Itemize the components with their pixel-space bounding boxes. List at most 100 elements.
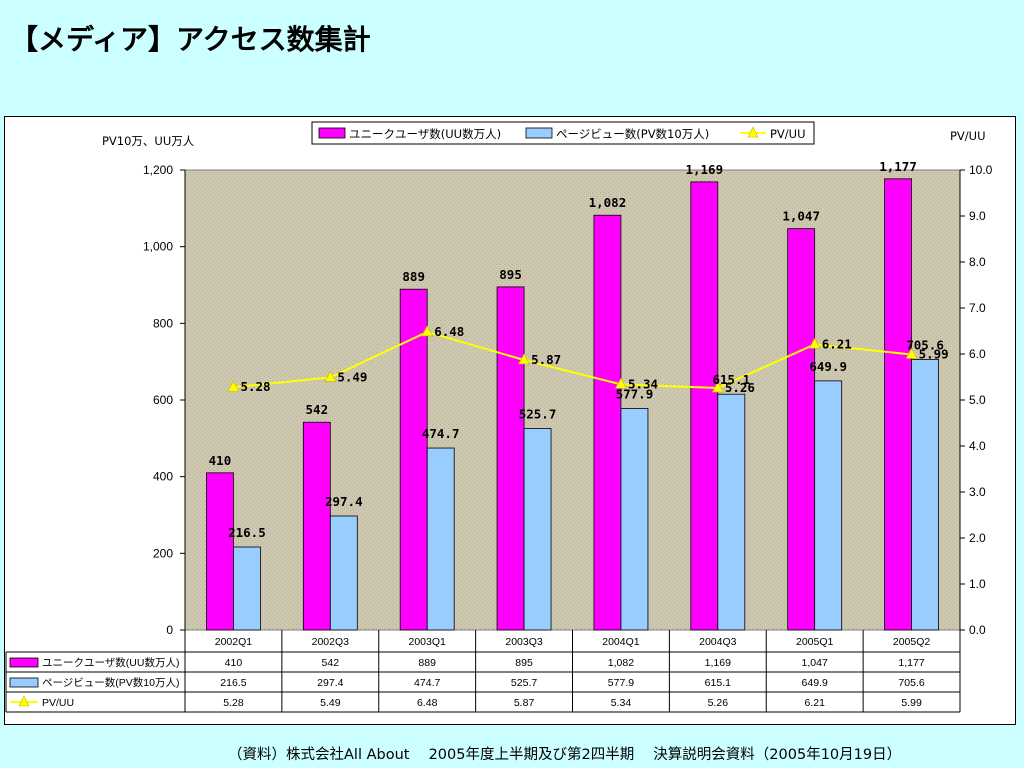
y-left-tick-label: 1,200 xyxy=(143,163,173,177)
x-tick-label: 2004Q3 xyxy=(699,636,737,648)
y-left-tick-label: 1,000 xyxy=(143,240,173,254)
bar-pv-label: 474.7 xyxy=(422,426,460,441)
plot-area xyxy=(184,169,961,631)
table-cell: 615.1 xyxy=(705,677,731,689)
legend-label-uu: ユニークユーザ数(UU数万人) xyxy=(349,127,501,141)
bar-uu-label: 1,047 xyxy=(782,209,820,224)
x-tick-label: 2002Q1 xyxy=(215,636,253,648)
point-pv-uu-label: 5.87 xyxy=(531,352,561,367)
bar-uu-label: 889 xyxy=(402,269,425,284)
y-right-tick-label: 9.0 xyxy=(969,209,986,223)
bar-pv-label: 525.7 xyxy=(519,406,557,421)
bar-pv-label: 705.6 xyxy=(906,338,944,353)
y-right-axis-label: PV/UU xyxy=(950,129,986,143)
point-pv-uu-label: 5.26 xyxy=(725,380,755,395)
point-pv-uu-label: 6.48 xyxy=(434,324,464,339)
y-right-tick-label: 6.0 xyxy=(969,347,986,361)
line-pv-uu xyxy=(233,330,912,390)
table-cell: 474.7 xyxy=(414,677,440,689)
table-cell: 1,169 xyxy=(705,657,731,669)
table-cell: 5.99 xyxy=(901,697,922,709)
bar-uu xyxy=(302,421,331,631)
bar-pv xyxy=(233,546,261,631)
y-left-tick-label: 0 xyxy=(166,623,173,637)
x-tick-label: 2003Q3 xyxy=(505,636,543,648)
bar-pv xyxy=(814,380,843,631)
legend-swatch-uu xyxy=(318,127,346,139)
bar-pv xyxy=(426,447,455,631)
y-left-tick-label: 400 xyxy=(153,470,173,484)
y-right-tick-label: 5.0 xyxy=(969,393,986,407)
table-cell: 216.5 xyxy=(220,677,246,689)
bar-pv xyxy=(911,359,939,631)
bar-uu xyxy=(593,214,622,631)
table-cell: 5.34 xyxy=(611,697,632,709)
bar-uu-label: 1,082 xyxy=(589,195,627,210)
bar-pv xyxy=(717,393,746,631)
x-tick-label: 2002Q3 xyxy=(312,636,350,648)
table-cell: 525.7 xyxy=(511,677,537,689)
table-row-label: ページビュー数(PV数10万人) xyxy=(42,676,179,689)
legend-swatch-pv xyxy=(525,127,553,139)
bar-uu xyxy=(399,288,428,631)
y-right-tick-label: 1.0 xyxy=(969,577,986,591)
table-cell: 705.6 xyxy=(898,677,924,689)
bar-pv xyxy=(329,515,358,631)
bar-uu xyxy=(787,228,816,631)
x-tick-label: 2005Q2 xyxy=(893,636,931,648)
table-key xyxy=(18,695,30,707)
table-cell: 5.26 xyxy=(708,697,729,709)
bar-pv-label: 216.5 xyxy=(228,525,266,540)
point-pv-uu-label: 6.21 xyxy=(822,336,852,351)
table-cell: 1,047 xyxy=(802,657,828,669)
point-pv-uu xyxy=(711,381,724,393)
y-right-tick-label: 8.0 xyxy=(969,255,986,269)
point-pv-uu-label: 5.34 xyxy=(628,376,658,391)
point-pv-uu xyxy=(614,377,627,389)
point-pv-uu xyxy=(905,347,918,359)
point-pv-uu-label: 5.28 xyxy=(240,379,270,394)
table-cell: 5.49 xyxy=(320,697,341,709)
bar-uu xyxy=(690,181,719,631)
legend-label-pv-uu: PV/UU xyxy=(770,127,806,141)
table-row-label: ユニークユーザ数(UU数万人) xyxy=(42,656,179,669)
y-left-tick-label: 200 xyxy=(153,546,173,560)
point-pv-uu xyxy=(518,353,531,365)
x-tick-label: 2004Q1 xyxy=(602,636,640,648)
source-note: （資料）株式会社All About 2005年度上半期及び第2四半期 決算説明会… xyxy=(228,747,902,763)
table-cell: 577.9 xyxy=(608,677,634,689)
legend-label-pv: ページビュー数(PV数10万人) xyxy=(556,127,709,141)
table-cell: 649.9 xyxy=(802,677,828,689)
table-cell: 297.4 xyxy=(317,677,343,689)
page-title: 【メディア】アクセス数集計 xyxy=(10,23,371,56)
y-right-tick-label: 3.0 xyxy=(969,485,986,499)
y-right-tick-label: 4.0 xyxy=(969,439,986,453)
x-tick-label: 2005Q1 xyxy=(796,636,834,648)
bar-uu xyxy=(884,178,912,631)
table-cell: 5.87 xyxy=(514,697,535,709)
bar-uu xyxy=(496,286,525,631)
bar-pv xyxy=(620,408,649,631)
y-right-tick-label: 0.0 xyxy=(969,623,986,637)
y-right-tick-label: 10.0 xyxy=(969,163,993,177)
point-pv-uu xyxy=(808,337,821,349)
y-left-tick-label: 800 xyxy=(153,316,173,330)
bar-pv-label: 297.4 xyxy=(325,494,363,509)
y-right-tick-label: 2.0 xyxy=(969,531,986,545)
table-cell: 5.28 xyxy=(223,697,244,709)
bar-uu-label: 1,169 xyxy=(685,162,723,177)
point-pv-uu xyxy=(324,370,337,382)
table-cell: 889 xyxy=(418,657,436,669)
bar-pv-label: 649.9 xyxy=(809,359,847,374)
bar-uu xyxy=(206,472,234,631)
bar-uu-label: 1,177 xyxy=(879,159,917,174)
point-pv-uu xyxy=(227,380,240,392)
point-pv-uu-label: 5.99 xyxy=(919,346,949,361)
table-cell: 895 xyxy=(515,657,533,669)
y-left-tick-label: 600 xyxy=(153,393,173,407)
table-key xyxy=(9,657,39,668)
table-cell: 1,082 xyxy=(608,657,634,669)
table-cell: 542 xyxy=(322,657,340,669)
bar-uu-label: 895 xyxy=(499,267,522,282)
